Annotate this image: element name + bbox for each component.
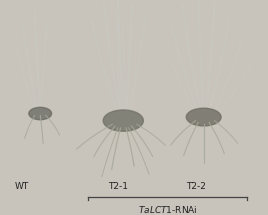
- Text: WT: WT: [14, 182, 29, 191]
- Ellipse shape: [186, 108, 221, 126]
- Text: T2-1: T2-1: [108, 182, 128, 191]
- Text: $\mathit{TaLCT1}$-RNAi: $\mathit{TaLCT1}$-RNAi: [138, 204, 197, 215]
- Ellipse shape: [29, 107, 51, 120]
- Ellipse shape: [103, 110, 143, 131]
- Text: T2-2: T2-2: [186, 182, 206, 191]
